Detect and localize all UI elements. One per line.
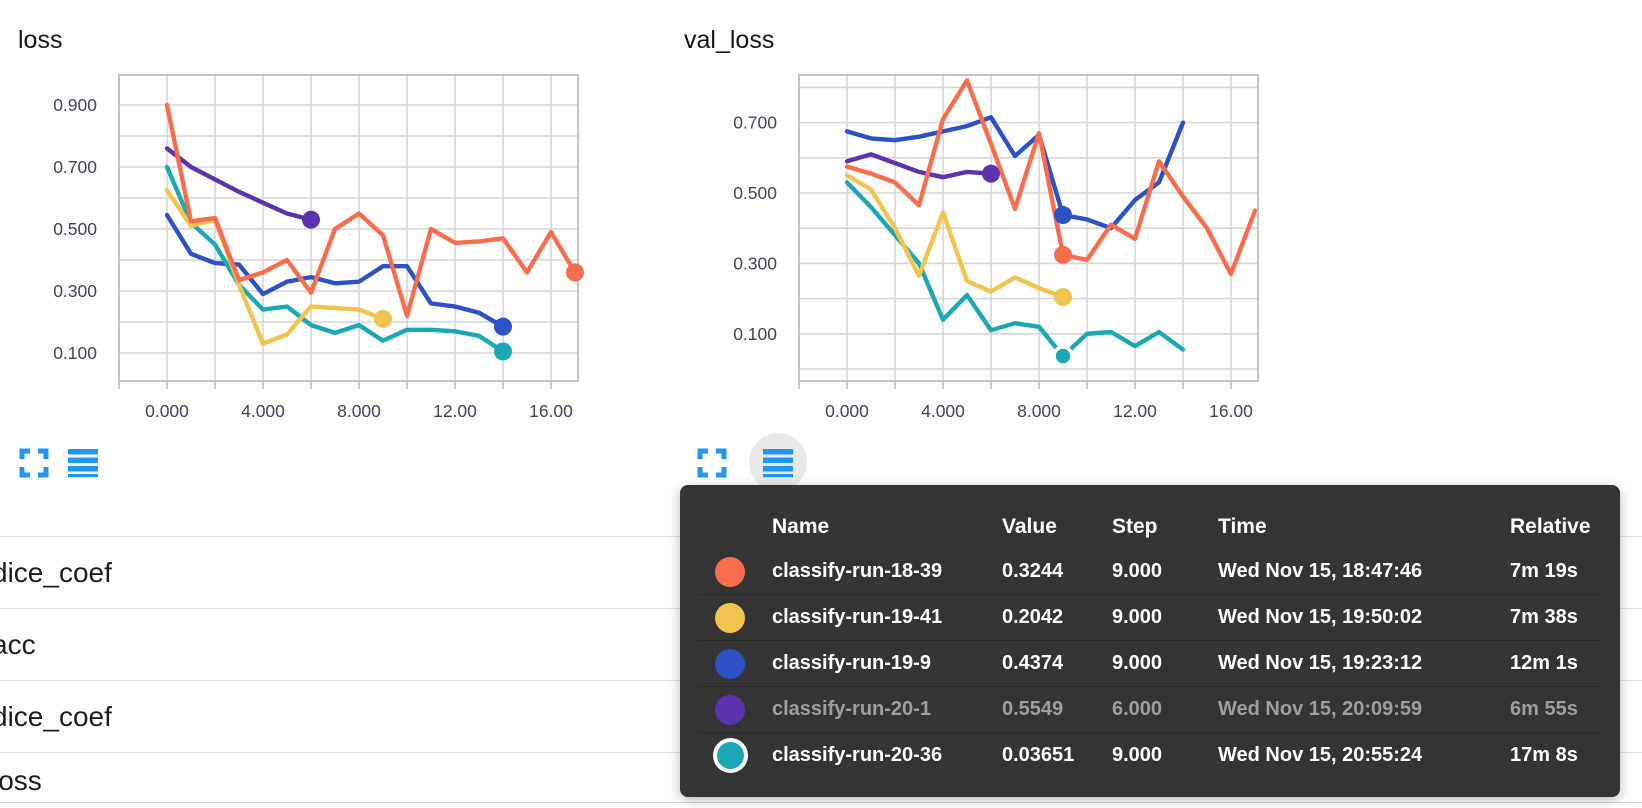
series-dot-classify-run-20-36 [494, 342, 512, 361]
series-dot-classify-run-20-36 [1052, 345, 1074, 367]
metric-section-label: acc [0, 629, 36, 660]
series-dot-classify-run-18-39 [1054, 245, 1072, 264]
tooltip-header: Name Value Step Time Relative [698, 505, 1602, 549]
run-value: 0.5549 [1002, 698, 1064, 720]
run-relative: 7m 19s [1510, 560, 1578, 582]
loss-fullscreen-icon[interactable] [19, 448, 49, 478]
run-time: Wed Nov 15, 20:55:24 [1218, 744, 1423, 766]
loss-run-selector-icon[interactable] [68, 448, 98, 478]
y-tick-label: 0.300 [53, 281, 97, 301]
run-name: classify-run-19-41 [772, 606, 943, 628]
metric-section-label: dice_coef [0, 701, 112, 732]
y-tick-label: 0.500 [53, 219, 97, 239]
run-value: 0.3244 [1002, 560, 1064, 582]
x-tick-label: 8.000 [1017, 401, 1061, 421]
run-color-dot [715, 648, 745, 679]
series-line-classify-run-20-1 [844, 152, 994, 180]
run-time: Wed Nov 15, 18:47:46 [1218, 560, 1423, 582]
run-step: 9.000 [1112, 606, 1163, 628]
tooltip-col-relative: Relative [1510, 515, 1591, 538]
series-dot-classify-run-19-9 [494, 317, 512, 336]
x-tick-label: 16.00 [529, 401, 573, 421]
run-time: Wed Nov 15, 19:50:02 [1218, 606, 1423, 628]
tooltip-run-row: classify-run-20-1 0.5549 6.000 Wed Nov 15, … [698, 686, 1602, 732]
run-name: classify-run-20-36 [772, 744, 943, 766]
tooltip-run-row: classify-run-19-41 0.2042 9.000 Wed Nov 15,… [698, 594, 1602, 640]
y-tick-label: 0.500 [733, 183, 777, 203]
tooltip-run-row: classify-run-19-9 0.4374 9.000 Wed Nov 15, … [698, 640, 1602, 686]
run-name: classify-run-20-1 [772, 698, 931, 720]
x-tick-label: 4.000 [921, 401, 965, 421]
run-name: classify-run-18-39 [772, 560, 943, 582]
val-loss-run-selector-icon[interactable] [763, 448, 793, 478]
val-loss-chart[interactable]: 0.700 0.500 0.300 0.100 0.000 4.000 8.000 12.00… [719, 67, 1294, 433]
series-line-classify-run-20-1 [164, 146, 314, 222]
loss-chart-title: loss [18, 26, 63, 54]
series-line-classify-run-19-9 [164, 212, 506, 329]
tooltip-col-time: Time [1218, 515, 1267, 538]
y-tick-label: 0.300 [733, 253, 777, 273]
run-step: 9.000 [1112, 652, 1163, 674]
run-relative: 17m 8s [1510, 744, 1578, 766]
x-tick-label: 12.00 [1113, 401, 1157, 421]
tooltip-col-step: Step [1112, 515, 1158, 538]
series-line-classify-run-19-41 [164, 188, 386, 346]
series-dot-classify-run-19-41 [374, 309, 392, 328]
series-line-classify-run-19-9 [844, 115, 1186, 231]
run-color-dot [717, 742, 744, 769]
x-tick-label: 16.00 [1209, 401, 1253, 421]
run-relative: 12m 1s [1510, 652, 1578, 674]
y-tick-label: 0.900 [53, 95, 97, 115]
series-line-classify-run-20-36 [164, 164, 506, 354]
x-tick-label: 8.000 [337, 401, 381, 421]
y-tick-label: 0.700 [53, 157, 97, 177]
tooltip-col-value: Value [1002, 515, 1057, 538]
val-loss-fullscreen-icon[interactable] [697, 448, 727, 478]
x-tick-label: 0.000 [145, 401, 189, 421]
run-value: 0.4374 [1002, 652, 1064, 674]
plot-border [118, 74, 579, 382]
series-line-classify-run-19-41 [844, 173, 1066, 300]
run-step: 9.000 [1112, 560, 1163, 582]
loss-chart[interactable]: 0.900 0.700 0.500 0.300 0.100 0.000 4.000 8.000… [39, 67, 614, 433]
panel-divider [0, 802, 1642, 803]
run-name: classify-run-19-9 [772, 652, 931, 674]
tooltip-col-name: Name [772, 515, 830, 538]
run-color-dot [715, 602, 745, 633]
tooltip-run-row: classify-run-20-36 0.03651 9.000 Wed Nov 15… [698, 732, 1602, 778]
run-time: Wed Nov 15, 19:23:12 [1218, 652, 1423, 674]
x-tick-label: 12.00 [433, 401, 477, 421]
run-time: Wed Nov 15, 20:09:59 [1218, 698, 1423, 720]
val-loss-chart-title: val_loss [684, 26, 775, 54]
metric-section-label: loss [0, 765, 42, 796]
run-color-dot [715, 556, 745, 587]
run-relative: 6m 55s [1510, 698, 1578, 720]
tooltip-run-row: classify-run-18-39 0.3244 9.000 Wed Nov 15,… [698, 549, 1602, 594]
series-dot-classify-run-19-41 [1054, 288, 1072, 307]
run-value: 0.03651 [1002, 744, 1075, 766]
x-tick-label: 0.000 [825, 401, 869, 421]
y-tick-label: 0.700 [733, 113, 777, 133]
run-relative: 7m 38s [1510, 606, 1578, 628]
series-line-classify-run-18-39 [164, 102, 578, 319]
series-line-classify-run-18-39 [844, 78, 1258, 277]
run-step: 6.000 [1112, 698, 1163, 720]
x-tick-label: 4.000 [241, 401, 285, 421]
series-dot-classify-run-18-39 [566, 263, 584, 282]
series-dot-classify-run-20-1 [982, 164, 1000, 183]
series-dot-classify-run-20-1 [302, 210, 320, 229]
run-step: 9.000 [1112, 744, 1163, 766]
run-color-dot [715, 694, 745, 725]
hover-tooltip: Name Value Step Time Relative classify-r… [680, 485, 1620, 797]
y-tick-label: 0.100 [733, 324, 777, 344]
metric-section-label: dice_coef [0, 557, 112, 588]
series-dot-classify-run-19-9 [1054, 206, 1072, 225]
run-value: 0.2042 [1002, 606, 1064, 628]
y-tick-label: 0.100 [53, 343, 97, 363]
plot-border [798, 74, 1259, 382]
